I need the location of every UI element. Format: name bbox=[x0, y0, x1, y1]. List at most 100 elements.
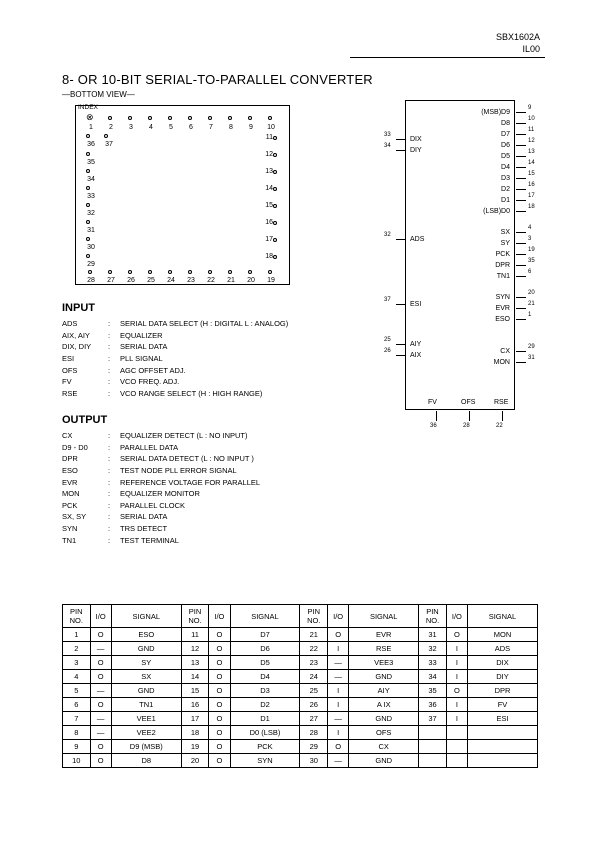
description: EQUALIZER MONITOR bbox=[120, 488, 200, 500]
cell-io: I bbox=[446, 642, 467, 656]
pin-label: D2 bbox=[501, 186, 510, 193]
description: REFERENCE VOLTAGE FOR PARALLEL bbox=[120, 477, 260, 489]
cell-signal: CX bbox=[349, 740, 419, 754]
cell-io: O bbox=[90, 698, 111, 712]
term: RSE bbox=[62, 388, 108, 400]
pin-number: 10 bbox=[528, 116, 535, 122]
pin-label: SYN bbox=[496, 294, 510, 301]
pin-number: 22 bbox=[204, 277, 218, 284]
cell-io bbox=[446, 726, 467, 740]
description: TEST NODE PLL ERROR SIGNAL bbox=[120, 465, 237, 477]
cell-pin: 15 bbox=[181, 684, 209, 698]
pin-number: 31 bbox=[84, 227, 98, 234]
pin-number: 28 bbox=[84, 277, 98, 284]
cell-signal bbox=[467, 740, 537, 754]
term: DIX, DIY bbox=[62, 341, 108, 353]
pin-number: 15 bbox=[259, 202, 273, 209]
cell-pin: 17 bbox=[181, 712, 209, 726]
table-row: 4 O SX14 O D424 — GND34 I DIY bbox=[63, 670, 538, 684]
definition-row: AIX, AIY : EQUALIZER bbox=[62, 330, 288, 342]
cell-pin: 32 bbox=[419, 642, 447, 656]
pin-number: 25 bbox=[144, 277, 158, 284]
col-io: I/O bbox=[90, 605, 111, 628]
pin-dot bbox=[248, 270, 252, 274]
cell-signal: D9 (MSB) bbox=[111, 740, 181, 754]
pin-stub bbox=[396, 239, 406, 240]
cell-io: I bbox=[446, 698, 467, 712]
cell-io: I bbox=[328, 698, 349, 712]
pin-stub bbox=[469, 411, 470, 421]
table-row: 5 — GND15 O D325 I AIY35 O DPR bbox=[63, 684, 538, 698]
cell-io: O bbox=[90, 628, 111, 642]
pin-label: D4 bbox=[501, 164, 510, 171]
cell-io: O bbox=[209, 698, 230, 712]
cell-io: I bbox=[328, 684, 349, 698]
description: PLL SIGNAL bbox=[120, 353, 163, 365]
term: FV bbox=[62, 376, 108, 388]
pin-number: 18 bbox=[528, 204, 535, 210]
pin-number: 18 bbox=[259, 253, 273, 260]
cell-signal: DIX bbox=[467, 656, 537, 670]
pin-number: 37 bbox=[102, 141, 116, 148]
pin-number: 17 bbox=[259, 236, 273, 243]
cell-pin: 4 bbox=[63, 670, 91, 684]
pin-stub bbox=[396, 304, 406, 305]
cell-pin: 6 bbox=[63, 698, 91, 712]
cell-io: — bbox=[90, 684, 111, 698]
col-io: I/O bbox=[209, 605, 230, 628]
pin-number: 2 bbox=[104, 124, 118, 131]
pin-dot bbox=[268, 116, 272, 120]
cell-io: O bbox=[328, 740, 349, 754]
pin-dot bbox=[208, 270, 212, 274]
pin-stub bbox=[516, 265, 526, 266]
cell-signal: D2 bbox=[230, 698, 300, 712]
cell-signal: GND bbox=[349, 670, 419, 684]
pin-dot bbox=[188, 116, 192, 120]
cell-pin: 16 bbox=[181, 698, 209, 712]
description: SERIAL DATA SELECT (H : DIGITAL L : ANAL… bbox=[120, 318, 288, 330]
table-row: 2 — GND12 O D622 I RSE32 I ADS bbox=[63, 642, 538, 656]
pin-label: D8 bbox=[501, 120, 510, 127]
cell-pin: 8 bbox=[63, 726, 91, 740]
pin-number: 20 bbox=[244, 277, 258, 284]
cell-signal: OFS bbox=[349, 726, 419, 740]
definition-row: SYN : TRS DETECT bbox=[62, 523, 260, 535]
cell-io: O bbox=[209, 670, 230, 684]
cell-signal: D3 bbox=[230, 684, 300, 698]
pin-stub bbox=[516, 211, 526, 212]
pin-label: MON bbox=[494, 359, 510, 366]
pin-label: OFS bbox=[461, 399, 475, 406]
term: ADS bbox=[62, 318, 108, 330]
table-row: 7 — VEE117 O D127 — GND37 I ESI bbox=[63, 712, 538, 726]
pin-number: 34 bbox=[84, 176, 98, 183]
col-pin: PINNO. bbox=[181, 605, 209, 628]
table-row: 6 O TN116 O D226 I A IX36 I FV bbox=[63, 698, 538, 712]
pin-number: 13 bbox=[259, 168, 273, 175]
cell-pin: 22 bbox=[300, 642, 328, 656]
pin-number: 14 bbox=[259, 185, 273, 192]
cell-io: I bbox=[328, 726, 349, 740]
cell-io: O bbox=[90, 740, 111, 754]
pin-number: 29 bbox=[528, 344, 535, 350]
cell-pin: 26 bbox=[300, 698, 328, 712]
cell-io: O bbox=[328, 628, 349, 642]
pin-number: 12 bbox=[259, 151, 273, 158]
pin-dot bbox=[128, 116, 132, 120]
pin-number: 34 bbox=[384, 143, 391, 149]
pin-table: PINNO. I/O SIGNALPINNO. I/O SIGNALPINNO.… bbox=[62, 604, 538, 768]
cell-pin: 24 bbox=[300, 670, 328, 684]
cell-pin bbox=[419, 740, 447, 754]
definition-row: D9 - D0 : PARALLEL DATA bbox=[62, 442, 260, 454]
pin-stub bbox=[516, 178, 526, 179]
pin-dot bbox=[273, 238, 277, 242]
pin-dot bbox=[273, 221, 277, 225]
cell-pin: 25 bbox=[300, 684, 328, 698]
col-pin: PINNO. bbox=[300, 605, 328, 628]
cell-signal: DPR bbox=[467, 684, 537, 698]
cell-signal: GND bbox=[349, 712, 419, 726]
definition-row: MON : EQUALIZER MONITOR bbox=[62, 488, 260, 500]
cell-pin: 19 bbox=[181, 740, 209, 754]
cell-pin: 14 bbox=[181, 670, 209, 684]
pin-dot bbox=[88, 270, 92, 274]
cell-io: I bbox=[328, 642, 349, 656]
